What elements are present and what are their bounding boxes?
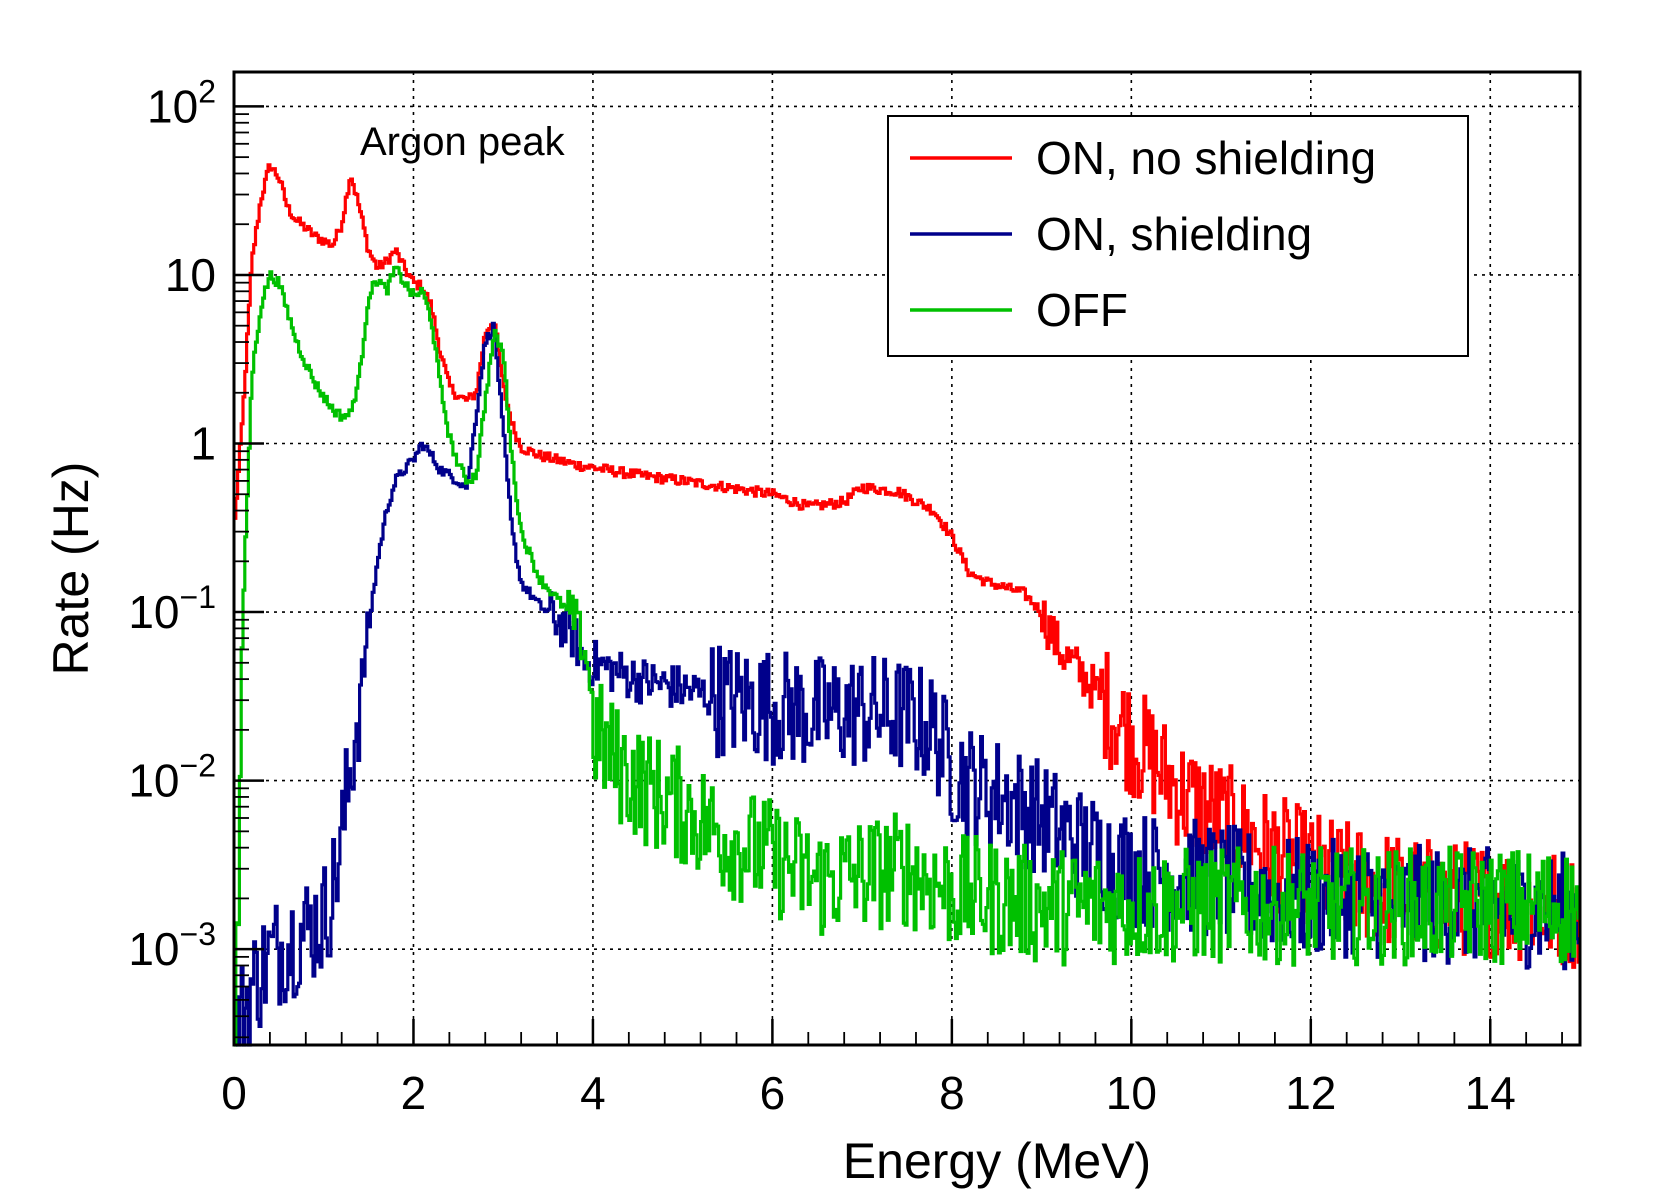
x-tick-label: 12 bbox=[1285, 1067, 1336, 1119]
x-axis-title: Energy (MeV) bbox=[843, 1133, 1151, 1189]
plot-frame bbox=[232, 70, 1582, 1047]
y-axis-title: Rate (Hz) bbox=[43, 462, 99, 676]
x-tick-label: 14 bbox=[1465, 1067, 1516, 1119]
series-layer bbox=[234, 163, 1580, 1047]
x-tick-label: 2 bbox=[401, 1067, 427, 1119]
y-tick-label: 10 bbox=[165, 249, 216, 301]
legend-label-on-shielding: ON, shielding bbox=[1036, 208, 1312, 260]
x-tick-label: 6 bbox=[760, 1067, 786, 1119]
ticks bbox=[232, 105, 1563, 1045]
y-tick-label: 1 bbox=[190, 418, 216, 470]
series-line-2 bbox=[234, 265, 1580, 1047]
x-tick-label: 4 bbox=[580, 1067, 606, 1119]
legend-box bbox=[887, 115, 1469, 357]
x-tick-label: 8 bbox=[939, 1067, 965, 1119]
legend-label-on-no-shielding: ON, no shielding bbox=[1036, 132, 1376, 184]
legend: ON, no shielding ON, shielding OFF bbox=[887, 115, 1469, 357]
annotation-argon-peak: Argon peak bbox=[360, 120, 566, 164]
series-line-0 bbox=[234, 163, 1580, 969]
legend-label-off: OFF bbox=[1036, 284, 1128, 336]
x-tick-label: 0 bbox=[221, 1067, 247, 1119]
x-tick-label: 10 bbox=[1106, 1067, 1157, 1119]
